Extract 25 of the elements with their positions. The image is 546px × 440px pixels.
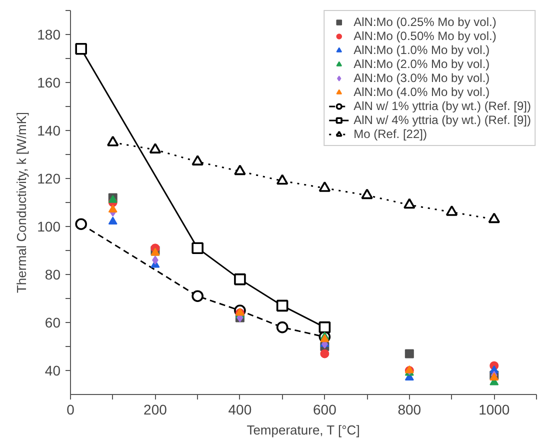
y-tick-label: 80 — [44, 266, 61, 282]
x-tick-label: 800 — [398, 402, 422, 418]
x-tick-label: 1000 — [478, 402, 510, 418]
legend-label: AlN:Mo (0.25% Mo by vol.) — [354, 15, 496, 29]
x-axis-title: Temperature, T [°C] — [246, 422, 360, 438]
legend-label: AlN w/ 4% yttria (by wt.) (Ref. [9]) — [354, 113, 531, 127]
y-tick-label: 120 — [37, 170, 61, 186]
legend-label: Mo (Ref. [22]) — [354, 127, 427, 141]
x-tick-label: 0 — [66, 402, 75, 418]
x-tick-label: 200 — [144, 402, 168, 418]
legend-label: AlN:Mo (2.0% Mo by vol.) — [354, 57, 490, 71]
y-tick-label: 60 — [44, 314, 61, 330]
legend-label: AlN:Mo (3.0% Mo by vol.) — [354, 71, 490, 85]
y-tick-label: 140 — [37, 122, 61, 138]
y-tick-label: 180 — [37, 26, 61, 42]
y-tick-label: 100 — [37, 218, 61, 234]
legend-label: AlN:Mo (1.0% Mo by vol.) — [354, 43, 490, 57]
x-tick-label: 400 — [228, 402, 252, 418]
legend-label: AlN:Mo (0.50% Mo by vol.) — [354, 29, 496, 43]
y-tick-label: 40 — [44, 362, 61, 378]
y-axis-title: Thermal Conductivity, k [W/mK] — [14, 112, 30, 294]
legend-label: AlN w/ 1% yttria (by wt.) (Ref. [9]) — [354, 99, 531, 113]
legend-label: AlN:Mo (4.0% Mo by vol.) — [354, 85, 490, 99]
y-tick-label: 160 — [37, 74, 61, 90]
x-tick-label: 600 — [313, 402, 337, 418]
